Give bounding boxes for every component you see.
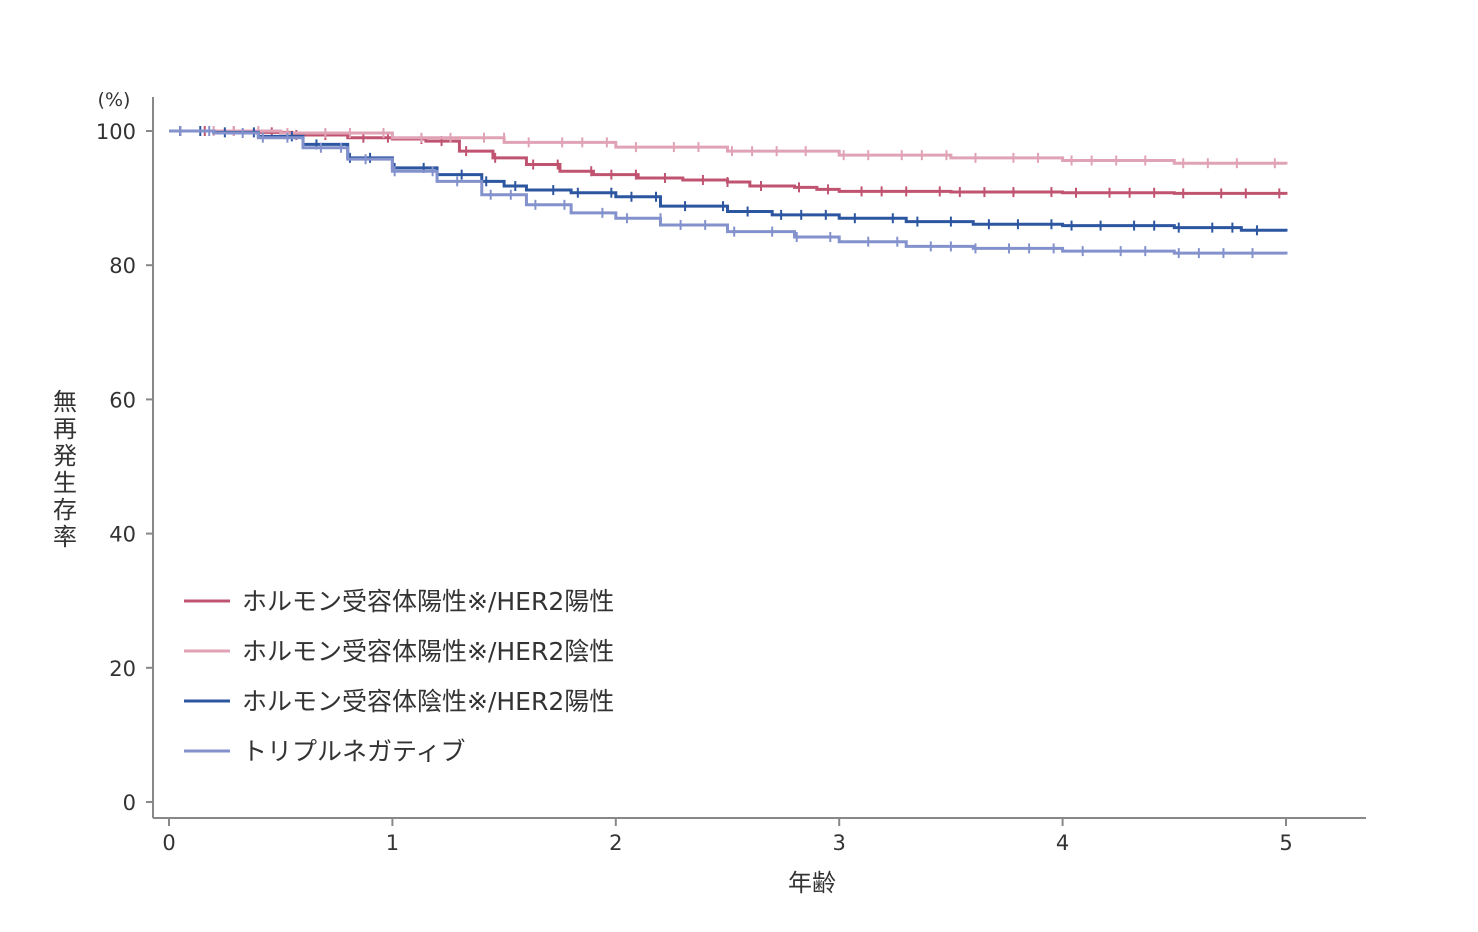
legend-label: ホルモン受容体陰性※/HER2陽性 <box>242 687 614 716</box>
legend-label: ホルモン受容体陽性※/HER2陽性 <box>242 587 614 616</box>
x-tick-label: 3 <box>833 831 846 855</box>
y-tick-label: 80 <box>109 254 136 278</box>
x-tick-label: 0 <box>162 831 175 855</box>
legend: ホルモン受容体陽性※/HER2陽性ホルモン受容体陽性※/HER2陰性ホルモン受容… <box>184 587 614 766</box>
axes <box>152 97 1366 819</box>
series-1 <box>169 126 1288 199</box>
series-2 <box>169 126 1288 169</box>
y-ticks: 0 20 40 60 80 100 <box>96 120 153 815</box>
y-unit-label: (%) <box>98 89 131 111</box>
series-line <box>169 129 1288 255</box>
y-tick-label: 40 <box>109 523 136 547</box>
series-3 <box>169 126 1288 236</box>
y-tick-label: 100 <box>96 120 136 144</box>
y-tick-label: 20 <box>109 657 136 681</box>
series-line <box>169 129 1288 232</box>
x-tick-label: 1 <box>386 831 399 855</box>
y-tick-label: 60 <box>109 388 136 412</box>
series-4 <box>169 126 1288 259</box>
y-tick-label: 0 <box>123 791 136 815</box>
x-ticks: 0 1 2 3 4 5 <box>162 818 1293 855</box>
legend-label: トリプルネガティブ <box>242 737 466 766</box>
y-axis-title: 無再発生存率 <box>53 388 77 551</box>
legend-label: ホルモン受容体陽性※/HER2陰性 <box>242 637 614 666</box>
x-tick-label: 5 <box>1279 831 1292 855</box>
series-line <box>169 129 1288 165</box>
y-axis-title-text: 無再発生存率 <box>53 388 77 551</box>
x-axis-title: 年齢 <box>788 869 836 897</box>
series-layer <box>169 126 1288 259</box>
x-tick-label: 2 <box>609 831 622 855</box>
x-tick-label: 4 <box>1056 831 1069 855</box>
